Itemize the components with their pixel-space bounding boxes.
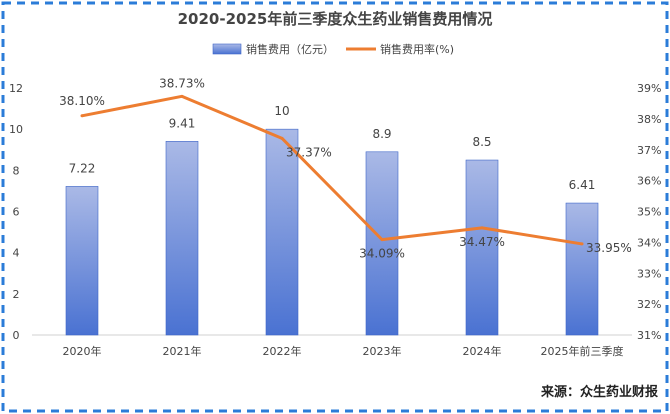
left-axis: 0 2 4 6 8 10 12 bbox=[9, 82, 23, 342]
category-label: 2025年前三季度 bbox=[541, 344, 624, 358]
line-value-labels: 38.10% 38.73% 37.37% 34.09% 34.47% 33.95% bbox=[59, 76, 632, 260]
legend: 销售费用（亿元） 销售费用率(%) bbox=[212, 42, 454, 56]
right-tick-label: 36% bbox=[637, 175, 661, 188]
right-tick-label: 32% bbox=[637, 298, 661, 311]
line-point bbox=[480, 226, 484, 230]
category-label: 2023年 bbox=[363, 344, 402, 358]
left-tick-label: 4 bbox=[13, 247, 20, 260]
left-tick-label: 10 bbox=[9, 123, 23, 136]
bar-value-label: 10 bbox=[274, 104, 289, 118]
line-value-label: 38.10% bbox=[59, 94, 105, 108]
category-label: 2024年 bbox=[463, 344, 502, 358]
right-tick-label: 31% bbox=[637, 329, 661, 342]
line-point bbox=[80, 114, 84, 118]
category-label: 2022年 bbox=[263, 344, 302, 358]
legend-line-label: 销售费用率(%) bbox=[380, 42, 454, 56]
left-tick-label: 0 bbox=[13, 329, 20, 342]
line-series bbox=[80, 94, 584, 246]
bar-value-labels: 7.22 9.41 10 8.9 8.5 6.41 bbox=[69, 104, 596, 192]
right-tick-label: 34% bbox=[637, 236, 661, 249]
left-tick-label: 12 bbox=[9, 82, 23, 95]
right-tick-label: 35% bbox=[637, 206, 661, 219]
left-tick-label: 2 bbox=[13, 288, 20, 301]
line-path bbox=[81, 94, 583, 246]
bar bbox=[265, 128, 299, 336]
source-note: 来源：众生药业财报 bbox=[540, 384, 659, 400]
legend-bar-label: 销售费用（亿元） bbox=[246, 42, 334, 56]
line-value-label: 33.95% bbox=[586, 241, 632, 255]
bar-value-label: 9.41 bbox=[169, 116, 196, 130]
bar-value-label: 7.22 bbox=[69, 161, 96, 175]
right-tick-label: 39% bbox=[637, 82, 661, 95]
bar-series bbox=[65, 128, 599, 336]
bar bbox=[165, 141, 199, 336]
bar-value-label: 6.41 bbox=[569, 178, 596, 192]
left-tick-label: 8 bbox=[13, 164, 20, 177]
chart-title: 2020-2025年前三季度众生药业销售费用情况 bbox=[178, 10, 493, 28]
line-point bbox=[380, 238, 384, 242]
bar bbox=[565, 202, 599, 336]
line-point bbox=[180, 94, 184, 98]
bar-value-label: 8.5 bbox=[472, 135, 491, 149]
left-tick-label: 6 bbox=[13, 206, 20, 219]
legend-bar-swatch bbox=[212, 43, 242, 55]
right-tick-label: 38% bbox=[637, 113, 661, 126]
right-axis: 31% 32% 33% 34% 35% 36% 37% 38% 39% bbox=[637, 82, 661, 342]
bar bbox=[465, 159, 499, 336]
bar bbox=[65, 186, 99, 336]
right-tick-label: 33% bbox=[637, 267, 661, 280]
line-value-label: 34.47% bbox=[459, 235, 505, 249]
line-value-label: 37.37% bbox=[286, 145, 332, 159]
line-point bbox=[280, 136, 284, 140]
bar bbox=[365, 151, 399, 336]
category-labels: 2020年 2021年 2022年 2023年 2024年 2025年前三季度 bbox=[63, 344, 624, 358]
category-label: 2020年 bbox=[63, 344, 102, 358]
category-label: 2021年 bbox=[163, 344, 202, 358]
line-point bbox=[580, 242, 584, 246]
right-tick-label: 37% bbox=[637, 144, 661, 157]
bar-value-label: 8.9 bbox=[372, 127, 391, 141]
line-value-label: 38.73% bbox=[159, 76, 205, 90]
line-value-label: 34.09% bbox=[359, 247, 405, 261]
